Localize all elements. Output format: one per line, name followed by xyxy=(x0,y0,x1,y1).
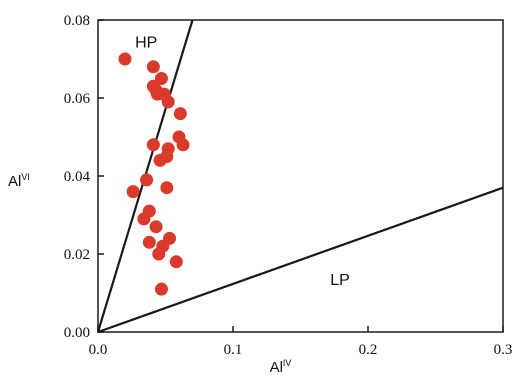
data-point xyxy=(140,173,154,187)
data-point xyxy=(154,72,168,85)
data-point xyxy=(160,181,174,195)
region-label-hp: HP xyxy=(135,34,157,51)
x-axis-label: AlIV xyxy=(270,358,292,376)
data-point xyxy=(137,212,151,226)
x-tick-label: 0.3 xyxy=(494,342,513,358)
y-axis-label: AlVI xyxy=(8,172,30,190)
x-tick-label: 0.1 xyxy=(224,342,243,358)
data-point xyxy=(176,138,190,152)
data-point xyxy=(161,95,175,109)
data-point xyxy=(118,52,132,66)
y-tick-label: 0.06 xyxy=(64,91,91,107)
axis-ticks: 0.0 0.1 0.2 0.3 0.00 0.02 0.04 0.06 0.08 xyxy=(64,13,513,358)
data-point xyxy=(173,107,187,121)
y-tick-label: 0.02 xyxy=(64,247,90,263)
boundary-line-2 xyxy=(97,186,504,334)
x-axis-label-base: Al xyxy=(270,359,283,376)
region-labels: HP LP xyxy=(135,34,350,289)
y-tick-label: 0.00 xyxy=(64,325,90,341)
y-tick-label: 0.08 xyxy=(64,13,90,29)
x-axis-label-sup: IV xyxy=(283,358,292,368)
y-tick-label: 0.04 xyxy=(64,169,91,185)
x-tick-label: 0.0 xyxy=(89,342,108,358)
data-point xyxy=(169,255,183,269)
data-point xyxy=(142,235,156,249)
data-point xyxy=(126,185,140,199)
data-point xyxy=(150,87,164,101)
data-point xyxy=(149,220,163,234)
x-tick-label: 0.2 xyxy=(359,342,378,358)
data-point xyxy=(146,138,160,152)
data-point xyxy=(163,231,177,245)
data-point xyxy=(152,247,166,261)
region-label-lp: LP xyxy=(330,272,350,289)
data-point xyxy=(160,150,174,163)
y-axis-label-sup: VI xyxy=(21,172,30,182)
data-point xyxy=(154,282,168,296)
y-axis-label-base: Al xyxy=(8,173,21,190)
data-points xyxy=(118,52,190,296)
data-point xyxy=(146,60,160,74)
